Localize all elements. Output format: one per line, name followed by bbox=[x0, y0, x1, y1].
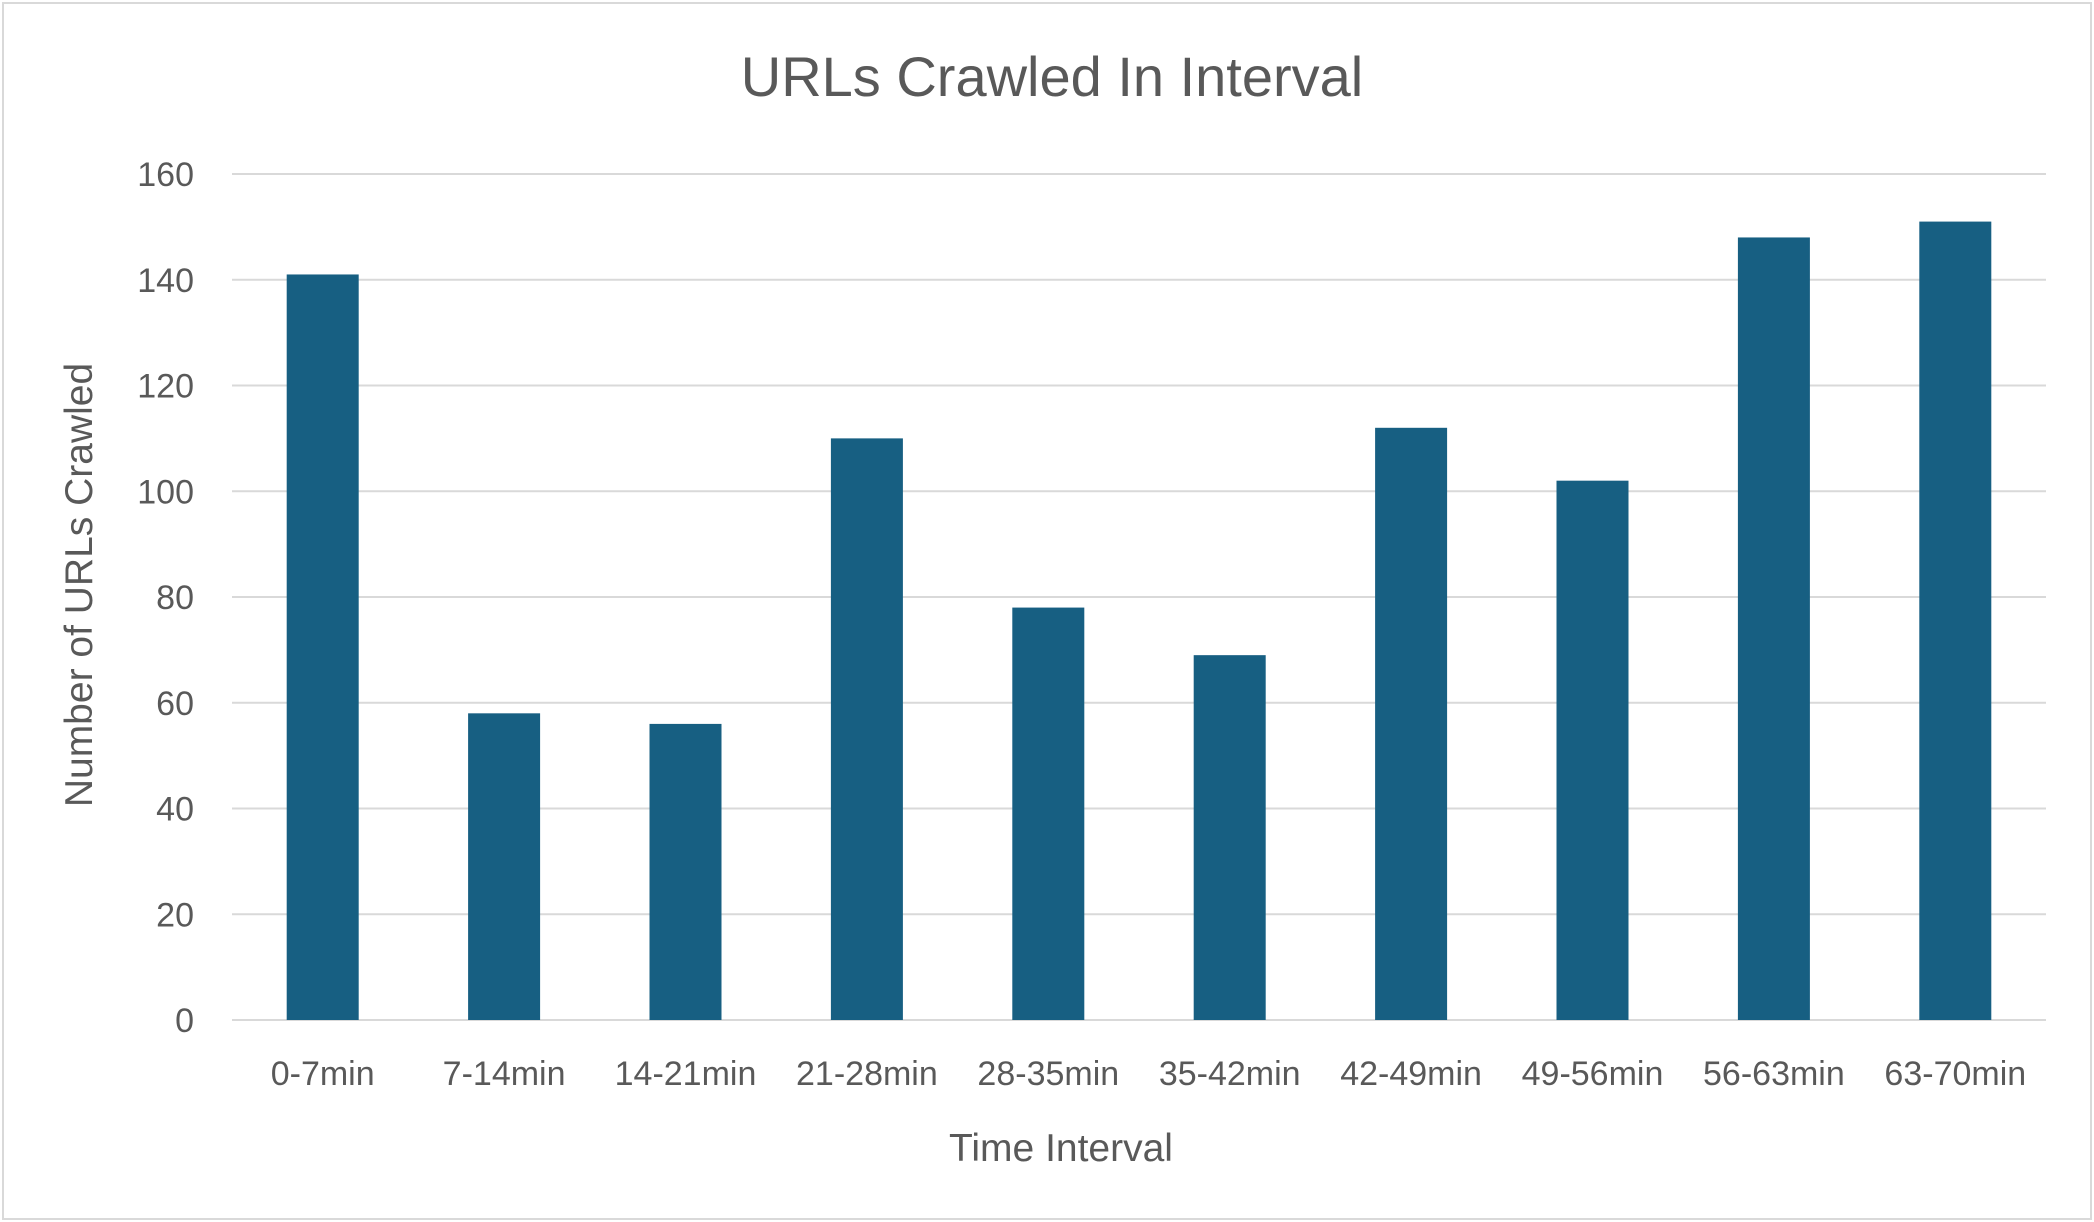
bar-7-14min bbox=[468, 713, 541, 1020]
bar-35-42min bbox=[1193, 655, 1266, 1020]
chart-title: URLs Crawled In Interval bbox=[741, 45, 1363, 108]
x-tick-label: 49-56min bbox=[1522, 1055, 1664, 1093]
bar-42-49min bbox=[1375, 427, 1448, 1020]
y-tick-label: 140 bbox=[137, 262, 194, 300]
x-tick-label: 28-35min bbox=[977, 1055, 1119, 1093]
y-tick-label: 100 bbox=[137, 473, 194, 511]
y-tick-label: 60 bbox=[156, 685, 194, 723]
x-tick-label: 42-49min bbox=[1340, 1055, 1482, 1093]
x-tick-label: 7-14min bbox=[443, 1055, 566, 1093]
bar-21-28min bbox=[830, 438, 903, 1020]
bar-49-56min bbox=[1556, 480, 1629, 1020]
x-axis-title: Time Interval bbox=[949, 1127, 1173, 1170]
x-tick-label: 56-63min bbox=[1703, 1055, 1845, 1093]
bar-0-7min bbox=[286, 274, 359, 1020]
y-tick-label: 0 bbox=[175, 1002, 194, 1040]
bars bbox=[286, 221, 1992, 1020]
bar-56-63min bbox=[1737, 237, 1810, 1020]
y-axis-title: Number of URLs Crawled bbox=[58, 363, 101, 807]
x-tick-label: 21-28min bbox=[796, 1055, 938, 1093]
x-axis-ticks: 0-7min 7-14min 14-21min 21-28min 28-35min 35-… bbox=[271, 1055, 2026, 1093]
bar-14-21min bbox=[649, 723, 722, 1020]
x-tick-label: 63-70min bbox=[1884, 1055, 2026, 1093]
bar-28-35min bbox=[1012, 607, 1085, 1020]
y-tick-label: 20 bbox=[156, 896, 194, 934]
bar-chart: URLs Crawled In Interval 0 20 40 60 80 100 120… bbox=[58, 45, 2046, 1170]
y-tick-label: 120 bbox=[137, 368, 194, 406]
x-tick-label: 0-7min bbox=[271, 1055, 375, 1093]
y-tick-label: 40 bbox=[156, 791, 194, 829]
y-tick-label: 80 bbox=[156, 579, 194, 617]
bar-63-70min bbox=[1919, 221, 1992, 1020]
y-tick-label: 160 bbox=[137, 156, 194, 194]
x-tick-label: 35-42min bbox=[1159, 1055, 1301, 1093]
x-tick-label: 14-21min bbox=[615, 1055, 757, 1093]
y-axis-ticks: 0 20 40 60 80 100 120 140 160 bbox=[137, 156, 194, 1040]
